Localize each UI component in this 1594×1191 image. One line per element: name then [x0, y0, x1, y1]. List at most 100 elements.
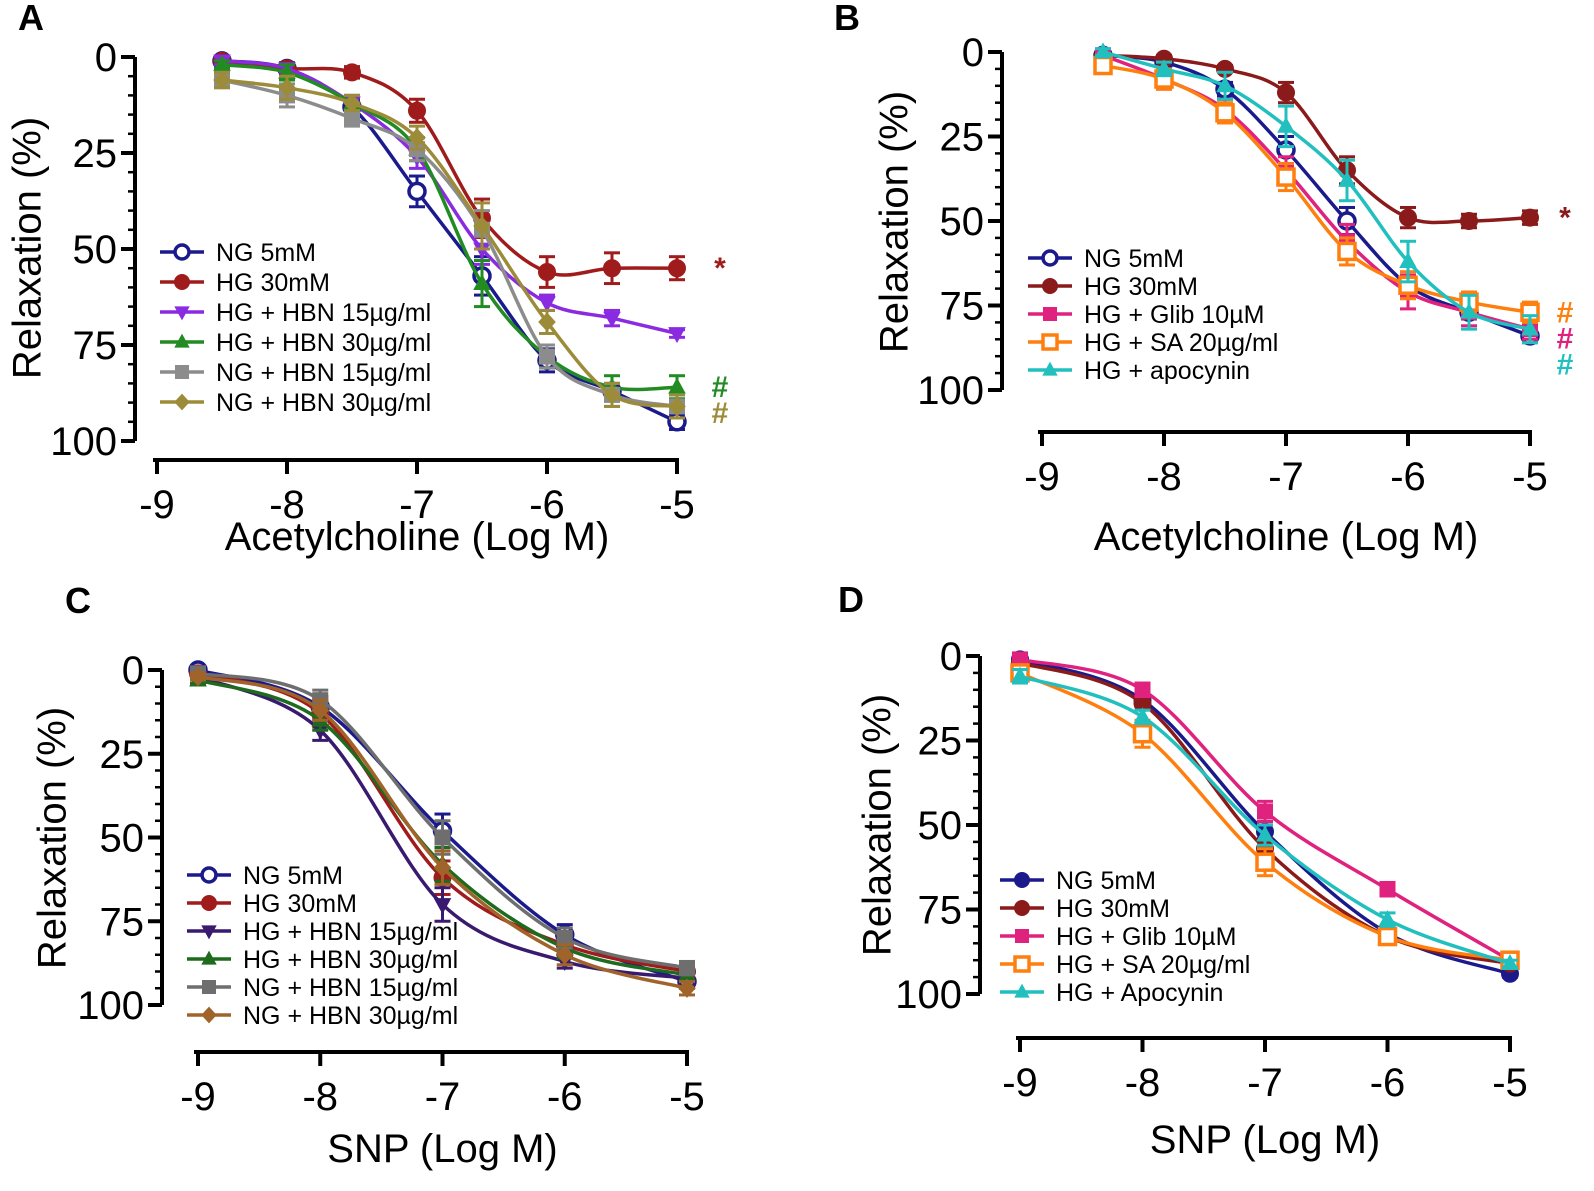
- significance-mark: #: [1557, 296, 1574, 329]
- y-tick-label: 50: [918, 804, 963, 848]
- legend-swatch-marker: [1013, 955, 1031, 973]
- legend-item: HG 30mM: [1028, 273, 1198, 301]
- y-tick-label: 100: [895, 973, 962, 1017]
- series-line: [221, 59, 678, 277]
- y-axis-title: Relaxation (%): [873, 91, 917, 353]
- data-point: [311, 723, 330, 740]
- data-point: [1399, 208, 1417, 227]
- legend-item: HG + Glib 10µM: [1028, 301, 1264, 329]
- data-point: [1133, 707, 1152, 724]
- data-point: [1134, 681, 1151, 698]
- y-tick-label: 50: [73, 228, 118, 272]
- data-point: [433, 898, 452, 915]
- legend-swatch-marker: [174, 333, 190, 348]
- legend-label: HG + SA 20µg/ml: [1084, 329, 1278, 357]
- legend-item: HG 30mM: [1000, 895, 1170, 923]
- data-point: [434, 829, 451, 846]
- data-point: [1460, 212, 1478, 230]
- legend-label: HG + HBN 15µg/ml: [216, 299, 431, 327]
- data-point: [1338, 170, 1356, 187]
- panel-label: A: [18, 0, 44, 38]
- data-point: [189, 667, 207, 687]
- legend-swatch-marker: [173, 243, 191, 261]
- legend-label: HG + SA 20µg/ml: [1056, 951, 1250, 979]
- legend-swatch-marker: [201, 895, 217, 911]
- panel-label: B: [834, 0, 860, 38]
- data-point: [603, 311, 621, 328]
- data-point: [1257, 803, 1273, 820]
- x-tick-label: -6: [529, 483, 565, 527]
- legend-item: HG + SA 20µg/ml: [1000, 951, 1250, 979]
- legend-item: HG + HBN 30µg/ml: [160, 329, 431, 357]
- legend-label: HG 30mM: [243, 890, 357, 918]
- x-axis-title: Acetylcholine (Log M): [225, 515, 610, 559]
- series-4: [190, 665, 695, 977]
- x-tick-label: -5: [1512, 455, 1548, 499]
- legend-item: HG + Glib 10µM: [1000, 923, 1236, 951]
- data-point: [1399, 251, 1417, 268]
- legend-swatch-marker: [201, 950, 217, 965]
- x-tick-label: -8: [269, 483, 305, 527]
- legend-item: NG 5mM: [1028, 245, 1184, 273]
- data-point: [1277, 116, 1295, 133]
- series-2: [1012, 651, 1518, 969]
- legend-label: HG 30mM: [1084, 273, 1198, 301]
- legend-swatch-marker: [1042, 278, 1058, 294]
- data-point: [1011, 666, 1029, 683]
- data-point: [555, 945, 574, 965]
- legend-label: HG + Glib 10µM: [1084, 301, 1264, 329]
- data-point: [408, 101, 426, 120]
- legend-swatch-marker: [201, 925, 217, 940]
- data-point: [1276, 167, 1296, 187]
- chart-panel-d: D 0 25 50 75 100 Relaxation (%) -9 -8 -7 -6 -5 SNP (…: [838, 579, 1528, 1162]
- data-point: [1094, 42, 1112, 59]
- data-point: [1256, 825, 1274, 842]
- legend-swatch-marker: [202, 980, 216, 994]
- legend-item: HG + HBN 15µg/ml: [187, 918, 458, 946]
- y-tick-label: 25: [940, 116, 985, 160]
- legend-label: HG + Apocynin: [1056, 979, 1223, 1007]
- x-tick-label: -7: [425, 1075, 461, 1119]
- x-tick-label: -7: [399, 483, 435, 527]
- x-axis-title: SNP (Log M): [1150, 1118, 1380, 1162]
- data-point: [343, 63, 361, 82]
- y-tick-label: 75: [918, 889, 963, 933]
- significance-mark: #: [712, 371, 729, 404]
- legend-swatch-marker: [1041, 333, 1059, 351]
- y-tick-label: 75: [73, 324, 118, 368]
- legend-label: NG 5mM: [243, 862, 343, 890]
- legend-label: HG + HBN 15µg/ml: [243, 918, 458, 946]
- data-point: [278, 78, 296, 98]
- legend-label: NG 5mM: [1084, 245, 1184, 273]
- data-point: [407, 181, 427, 202]
- legend-label: HG + Glib 10µM: [1056, 923, 1236, 951]
- x-axis-title: Acetylcholine (Log M): [1094, 515, 1479, 559]
- data-point: [1216, 76, 1234, 93]
- legend-swatch-marker: [201, 1006, 217, 1024]
- legend-label: NG + HBN 15µg/ml: [243, 974, 458, 1002]
- series-line: [221, 59, 678, 336]
- legend-item: HG 30mM: [160, 269, 330, 297]
- legend-item: NG + HBN 30µg/ml: [160, 389, 431, 417]
- y-tick-label: 25: [73, 132, 118, 176]
- x-tick-label: -7: [1268, 455, 1304, 499]
- significance-mark: #: [712, 397, 729, 430]
- data-point: [1215, 103, 1235, 123]
- data-point: [668, 396, 686, 417]
- legend-item: HG + HBN 15µg/ml: [160, 299, 431, 327]
- panel-label: C: [65, 580, 91, 621]
- data-point: [679, 960, 695, 977]
- legend-swatch-marker: [1014, 983, 1030, 998]
- data-point: [1379, 881, 1396, 898]
- y-axis-title: Relaxation (%): [6, 117, 50, 379]
- data-point: [408, 128, 426, 148]
- legend-label: HG + HBN 30µg/ml: [216, 329, 431, 357]
- data-point: [603, 385, 621, 405]
- data-point: [1337, 241, 1357, 262]
- data-point: [433, 858, 452, 878]
- data-point: [1378, 910, 1397, 927]
